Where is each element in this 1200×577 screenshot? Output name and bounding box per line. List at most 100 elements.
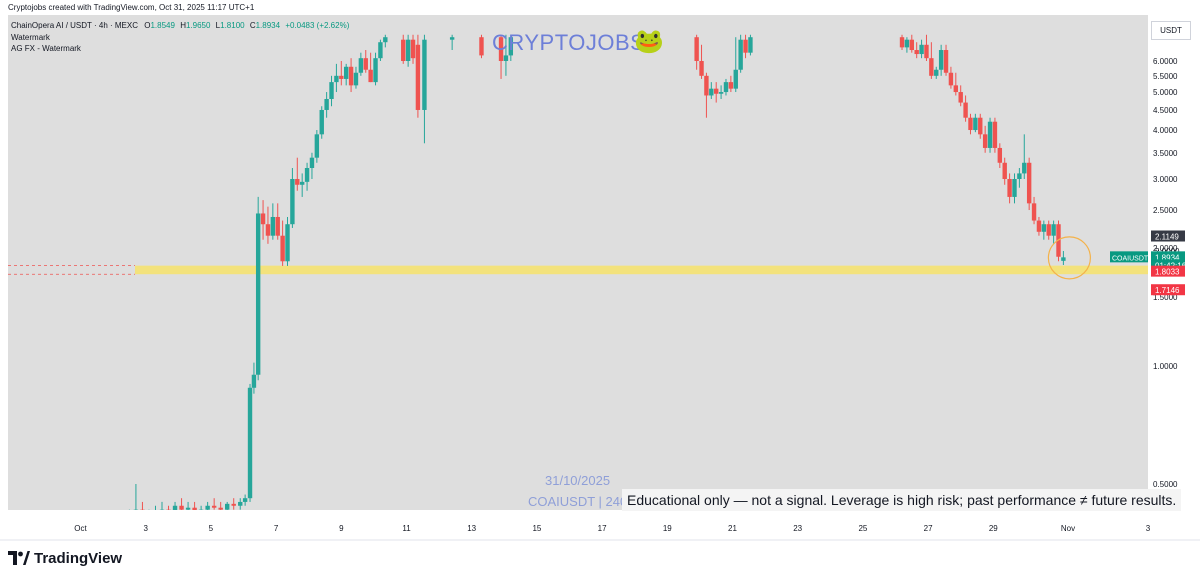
candle[interactable] [1007, 173, 1012, 204]
candle[interactable] [709, 82, 714, 99]
candle[interactable] [319, 106, 324, 139]
candle[interactable] [270, 203, 276, 240]
candle[interactable] [948, 66, 954, 89]
candle[interactable] [973, 113, 978, 133]
candle[interactable] [299, 173, 305, 197]
candle[interactable] [251, 362, 257, 394]
candle[interactable] [334, 63, 339, 93]
candle[interactable] [1046, 220, 1051, 240]
candle[interactable] [718, 85, 724, 99]
candle[interactable] [225, 501, 230, 514]
candle[interactable] [422, 34, 427, 144]
currency-button[interactable]: USDT [1151, 21, 1191, 40]
candle[interactable] [231, 498, 236, 510]
candle[interactable] [704, 72, 709, 118]
candle[interactable] [159, 501, 165, 518]
candle[interactable] [368, 52, 373, 83]
candle[interactable] [205, 501, 210, 514]
candle[interactable] [694, 34, 699, 70]
candle[interactable] [479, 34, 484, 59]
candle[interactable] [275, 203, 280, 240]
candle[interactable] [728, 75, 734, 93]
candle[interactable] [415, 34, 421, 118]
candle[interactable] [339, 61, 344, 86]
candle[interactable] [211, 498, 217, 510]
candle[interactable] [265, 206, 271, 244]
candle[interactable] [503, 34, 509, 76]
candle[interactable] [498, 34, 504, 79]
candle[interactable] [1041, 220, 1047, 240]
candle[interactable] [929, 42, 934, 79]
candle[interactable] [909, 34, 914, 53]
candle[interactable] [153, 505, 157, 522]
candle[interactable] [449, 34, 455, 51]
indicator-ag-fx-watermark[interactable]: AG FX - Watermark [11, 44, 81, 53]
candle[interactable] [358, 52, 364, 76]
candle[interactable] [1026, 157, 1032, 211]
candle[interactable] [943, 44, 949, 76]
candle[interactable] [953, 72, 959, 96]
candle[interactable] [218, 501, 223, 514]
candle[interactable] [166, 505, 171, 522]
indicator-watermark[interactable]: Watermark [11, 33, 50, 42]
candle[interactable] [1017, 168, 1022, 188]
candle[interactable] [968, 113, 973, 135]
candle[interactable] [373, 52, 378, 86]
candle[interactable] [1022, 134, 1027, 179]
candle[interactable] [353, 66, 359, 89]
candle[interactable] [1012, 173, 1017, 204]
candle[interactable] [314, 130, 320, 163]
candle[interactable] [410, 34, 416, 64]
candle[interactable] [285, 216, 290, 266]
candle[interactable] [192, 501, 197, 514]
candle[interactable] [748, 34, 753, 56]
candle[interactable] [1031, 196, 1037, 225]
candle[interactable] [997, 143, 1003, 169]
candle[interactable] [924, 34, 929, 61]
candle[interactable] [247, 383, 253, 502]
candle[interactable] [723, 78, 729, 96]
candle[interactable] [280, 220, 285, 266]
candle[interactable] [290, 168, 295, 228]
candle[interactable] [383, 34, 388, 48]
candle[interactable] [348, 58, 354, 93]
candle[interactable] [140, 501, 145, 522]
candle[interactable] [309, 152, 315, 179]
candle[interactable] [363, 50, 368, 73]
candle[interactable] [1051, 220, 1056, 244]
candle[interactable] [242, 494, 248, 506]
candle[interactable] [992, 117, 998, 153]
candle[interactable] [405, 34, 411, 67]
candle[interactable] [260, 200, 266, 240]
candle[interactable] [401, 34, 406, 64]
candle[interactable] [714, 82, 719, 103]
candle[interactable] [324, 92, 329, 118]
candle[interactable] [958, 85, 963, 107]
candle[interactable] [378, 39, 383, 61]
candle[interactable] [699, 44, 704, 79]
candle[interactable] [938, 44, 944, 76]
candle[interactable] [978, 113, 983, 139]
candle[interactable] [343, 63, 349, 86]
candle[interactable] [508, 34, 514, 61]
candle[interactable] [743, 34, 748, 59]
candle[interactable] [1061, 251, 1066, 266]
candle[interactable] [255, 196, 261, 381]
candle[interactable] [172, 501, 178, 518]
candle[interactable] [982, 125, 988, 153]
candle[interactable] [914, 42, 919, 59]
candle[interactable] [198, 505, 204, 518]
symbol-legend[interactable]: ChainOpera AI / USDT · 4h · MEXC O1.8549… [11, 21, 349, 30]
candle[interactable] [963, 95, 968, 122]
candle[interactable] [1002, 157, 1007, 185]
candle[interactable] [899, 34, 905, 51]
candle[interactable] [179, 498, 184, 513]
candle[interactable] [1036, 216, 1042, 236]
candle[interactable] [185, 501, 191, 518]
candle[interactable] [238, 498, 243, 510]
candle[interactable] [133, 484, 139, 522]
candle[interactable] [329, 75, 334, 107]
candle[interactable] [919, 39, 924, 59]
candle[interactable] [904, 37, 910, 53]
